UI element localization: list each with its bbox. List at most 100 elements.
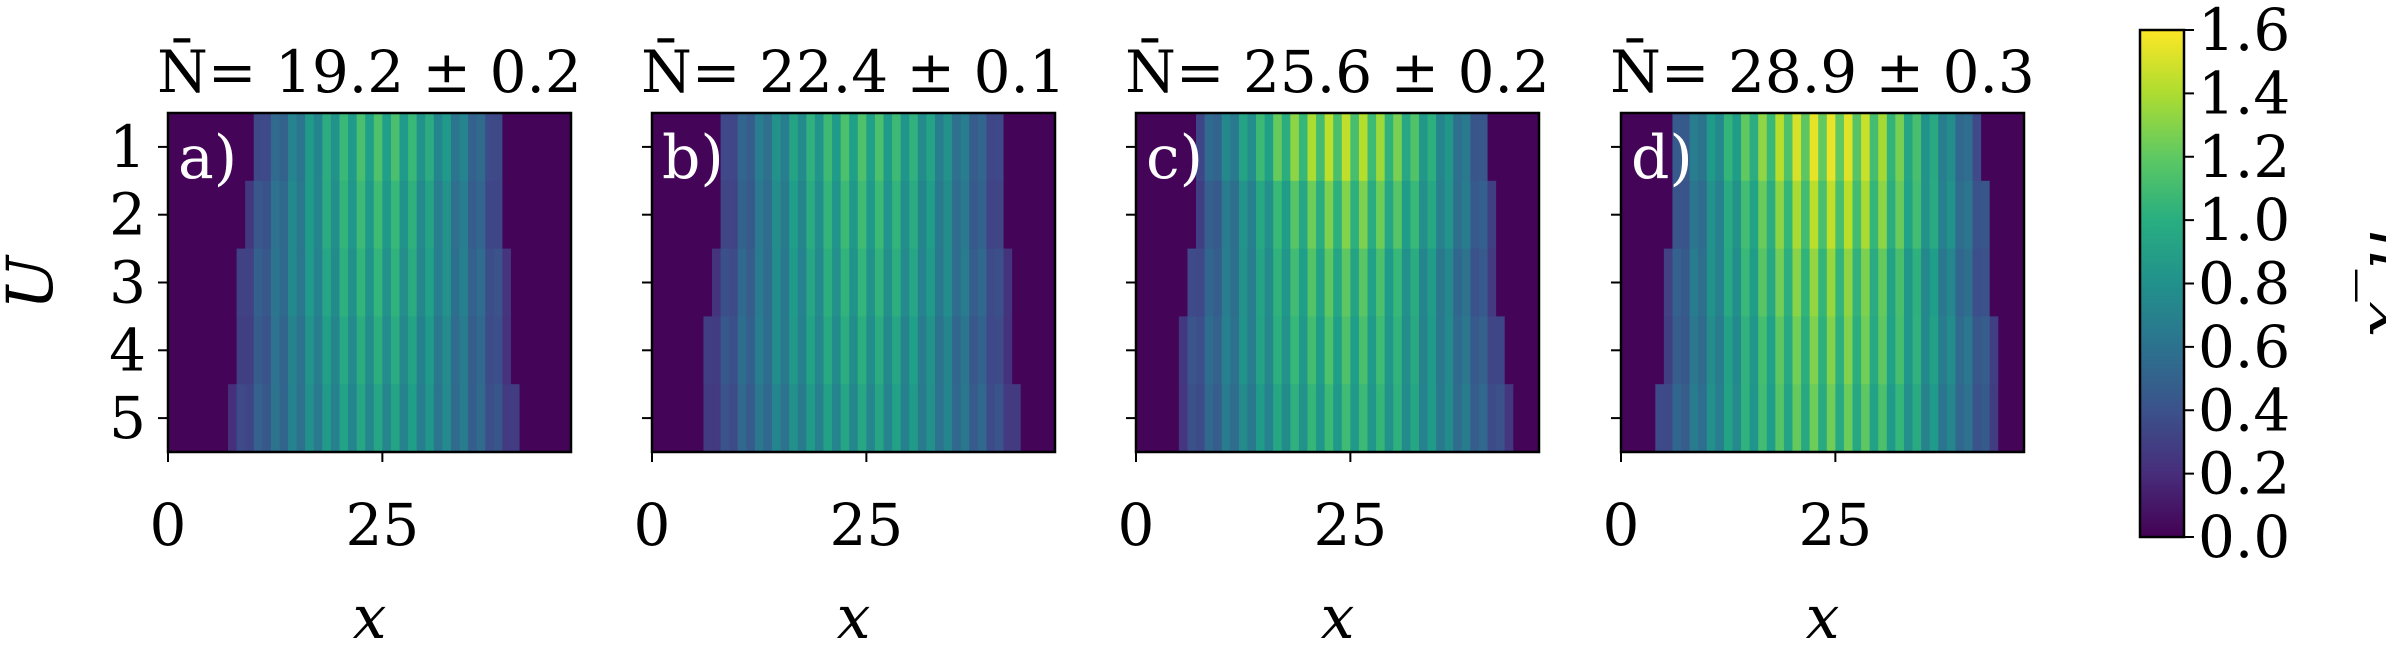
heatmap-cell [686, 113, 696, 182]
heatmap-cell [536, 384, 546, 453]
heatmap-cell [510, 316, 521, 385]
heatmap-cell [1136, 384, 1146, 453]
heatmap-cell [1638, 180, 1648, 250]
heatmap-cell [1723, 316, 1734, 385]
heatmap-cell [1384, 113, 1394, 182]
heatmap-cell [1809, 248, 1819, 317]
heatmap-cell [528, 248, 538, 317]
heatmap-cell [1333, 316, 1343, 385]
heatmap-cell [270, 248, 281, 317]
colorbar-tick-label: 1.0 [2198, 186, 2290, 254]
heatmap-cell [814, 113, 825, 182]
heatmap-cell [652, 248, 662, 317]
heatmap-cell [1921, 316, 1931, 385]
heatmap-cell [1706, 384, 1716, 453]
heatmap-cell [1461, 248, 1471, 317]
heatmap-cell [1037, 180, 1048, 250]
heatmap-cell [1393, 316, 1403, 385]
heatmap-cell [1376, 384, 1386, 453]
heatmap-cell [1324, 316, 1334, 385]
heatmap-cell [519, 384, 529, 453]
heatmap-cell [849, 113, 859, 182]
heatmap-cell [1350, 180, 1360, 250]
heatmap-cell [703, 248, 713, 317]
heatmap-cell [210, 316, 221, 385]
heatmap-cell [330, 180, 341, 250]
heatmap-cell [2006, 316, 2017, 385]
heatmap-cell [442, 316, 452, 385]
heatmap-cell [176, 316, 186, 385]
heatmap-cell [416, 384, 426, 453]
heatmap-cell [1029, 180, 1039, 250]
heatmap-cell [1715, 180, 1725, 250]
heatmap-cell [1998, 113, 2008, 182]
heatmap-cell [1783, 113, 1794, 182]
heatmap-cell [373, 248, 383, 317]
heatmap-cell [1513, 180, 1523, 250]
heatmap-cell [1333, 248, 1343, 317]
heatmap-cell [840, 248, 850, 317]
heatmap-cell [1826, 316, 1836, 385]
heatmap-cell [168, 316, 178, 385]
heatmap-cell [202, 316, 212, 385]
heatmap-cell [677, 113, 687, 182]
heatmap-cell [772, 113, 782, 182]
heatmap-cell [1461, 180, 1471, 250]
heatmap-cell [1256, 113, 1266, 182]
heatmap-cell [1929, 384, 1939, 453]
heatmap-cell [193, 248, 203, 317]
heatmap-cell [1341, 180, 1351, 250]
heatmap-cell [1401, 316, 1411, 385]
heatmap-cell [1801, 113, 1811, 182]
heatmap-cell [1281, 248, 1291, 317]
heatmap-cell [1273, 316, 1283, 385]
heatmap-cell [1187, 384, 1197, 453]
heatmap-cell [468, 248, 478, 317]
heatmap-cell [253, 384, 263, 453]
heatmap-cell [1629, 180, 1639, 250]
heatmap-cell [1869, 113, 1879, 182]
heatmap-cell [1436, 248, 1446, 317]
heatmap-cell [202, 113, 212, 182]
heatmap-cell [1350, 316, 1360, 385]
heatmap-cell [677, 180, 687, 250]
heatmap-cell [390, 316, 401, 385]
heatmap-cell [390, 113, 401, 182]
heatmap-cell [193, 316, 203, 385]
heatmap-cell [245, 180, 255, 250]
heatmap-cell [562, 248, 572, 317]
heatmap-cell [1715, 316, 1725, 385]
heatmap-cell [1196, 180, 1206, 250]
heatmap-cell [729, 113, 739, 182]
heatmap-cell [806, 113, 816, 182]
heatmap-cell [1029, 248, 1039, 317]
heatmap-cell [900, 180, 910, 250]
heatmap-cell [1230, 113, 1240, 182]
heatmap-cell [1478, 248, 1489, 317]
heatmap-cell [754, 384, 765, 453]
heatmap-cell [1723, 248, 1734, 317]
heatmap-cell [1290, 180, 1300, 250]
heatmap-cell [1621, 113, 1631, 182]
heatmap-cell [677, 384, 687, 453]
heatmap-cell [900, 384, 910, 453]
heatmap-cell [253, 248, 263, 317]
heatmap-cell [1835, 180, 1845, 250]
heatmap-cell [1298, 113, 1309, 182]
heatmap-cell [1230, 248, 1240, 317]
heatmap-cell [797, 384, 807, 453]
heatmap-cell [1401, 248, 1411, 317]
heatmap-cell [168, 180, 178, 250]
heatmap-cell [528, 180, 538, 250]
heatmap-cell [806, 384, 816, 453]
heatmap-cell [660, 384, 670, 453]
heatmap-cell [1749, 248, 1759, 317]
heatmap-cell [926, 384, 936, 453]
heatmap-cell [202, 180, 212, 250]
heatmap-cell [1843, 113, 1854, 182]
heatmap-cell [1655, 180, 1665, 250]
heatmap-cell [1758, 384, 1768, 453]
heatmap-cell [1921, 113, 1931, 182]
heatmap-cell [1698, 316, 1708, 385]
heatmap-cell [934, 248, 945, 317]
